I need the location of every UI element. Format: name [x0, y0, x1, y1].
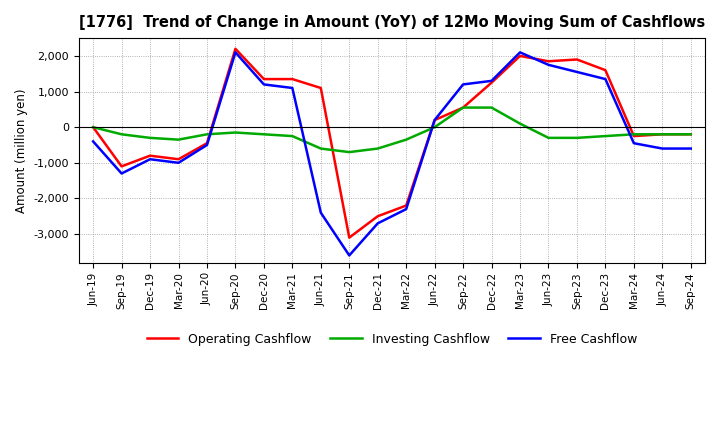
Operating Cashflow — [572, 57, 581, 62]
Investing Cashflow — [658, 132, 667, 137]
Investing Cashflow — [487, 105, 496, 110]
Investing Cashflow — [345, 150, 354, 155]
Operating Cashflow — [601, 67, 610, 73]
Free Cashflow — [317, 210, 325, 215]
Free Cashflow — [601, 77, 610, 82]
Free Cashflow — [544, 62, 553, 67]
Operating Cashflow — [544, 59, 553, 64]
Operating Cashflow — [174, 157, 183, 162]
Free Cashflow — [89, 139, 97, 144]
Investing Cashflow — [231, 130, 240, 135]
Operating Cashflow — [487, 80, 496, 85]
Title: [1776]  Trend of Change in Amount (YoY) of 12Mo Moving Sum of Cashflows: [1776] Trend of Change in Amount (YoY) o… — [78, 15, 705, 30]
Investing Cashflow — [317, 146, 325, 151]
Free Cashflow — [516, 50, 524, 55]
Investing Cashflow — [174, 137, 183, 142]
Free Cashflow — [629, 140, 638, 146]
Investing Cashflow — [572, 135, 581, 140]
Operating Cashflow — [89, 125, 97, 130]
Free Cashflow — [345, 253, 354, 258]
Investing Cashflow — [402, 137, 410, 142]
Line: Free Cashflow: Free Cashflow — [93, 52, 690, 256]
Investing Cashflow — [629, 132, 638, 137]
Free Cashflow — [374, 221, 382, 226]
Operating Cashflow — [374, 213, 382, 219]
Operating Cashflow — [629, 133, 638, 139]
Operating Cashflow — [145, 153, 154, 158]
Investing Cashflow — [374, 146, 382, 151]
Operating Cashflow — [231, 46, 240, 51]
Operating Cashflow — [431, 117, 439, 123]
Operating Cashflow — [686, 132, 695, 137]
Free Cashflow — [658, 146, 667, 151]
Operating Cashflow — [202, 140, 211, 146]
Investing Cashflow — [544, 135, 553, 140]
Free Cashflow — [117, 171, 126, 176]
Free Cashflow — [402, 206, 410, 212]
Investing Cashflow — [516, 121, 524, 126]
Free Cashflow — [487, 78, 496, 84]
Investing Cashflow — [145, 135, 154, 140]
Operating Cashflow — [117, 164, 126, 169]
Free Cashflow — [202, 143, 211, 148]
Operating Cashflow — [516, 53, 524, 59]
Investing Cashflow — [431, 125, 439, 130]
Legend: Operating Cashflow, Investing Cashflow, Free Cashflow: Operating Cashflow, Investing Cashflow, … — [142, 327, 642, 351]
Free Cashflow — [288, 85, 297, 91]
Y-axis label: Amount (million yen): Amount (million yen) — [15, 88, 28, 213]
Free Cashflow — [572, 70, 581, 75]
Investing Cashflow — [202, 132, 211, 137]
Line: Operating Cashflow: Operating Cashflow — [93, 49, 690, 238]
Investing Cashflow — [686, 132, 695, 137]
Free Cashflow — [459, 82, 467, 87]
Free Cashflow — [431, 117, 439, 123]
Investing Cashflow — [260, 132, 269, 137]
Free Cashflow — [686, 146, 695, 151]
Investing Cashflow — [89, 125, 97, 130]
Line: Investing Cashflow: Investing Cashflow — [93, 108, 690, 152]
Free Cashflow — [231, 50, 240, 55]
Investing Cashflow — [459, 105, 467, 110]
Operating Cashflow — [658, 132, 667, 137]
Free Cashflow — [174, 160, 183, 165]
Free Cashflow — [145, 157, 154, 162]
Operating Cashflow — [459, 105, 467, 110]
Investing Cashflow — [117, 132, 126, 137]
Operating Cashflow — [317, 85, 325, 91]
Investing Cashflow — [288, 133, 297, 139]
Operating Cashflow — [288, 77, 297, 82]
Operating Cashflow — [402, 203, 410, 208]
Operating Cashflow — [345, 235, 354, 240]
Investing Cashflow — [601, 133, 610, 139]
Free Cashflow — [260, 82, 269, 87]
Operating Cashflow — [260, 77, 269, 82]
